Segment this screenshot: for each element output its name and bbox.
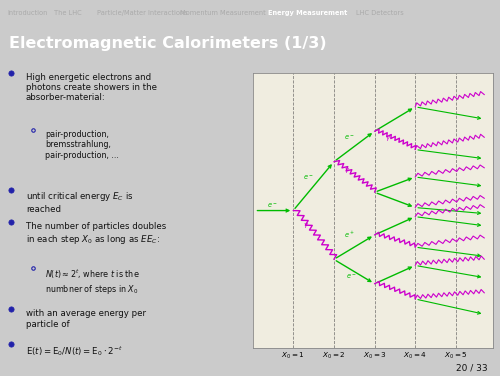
Text: $\gamma$: $\gamma$ [304,221,310,230]
Text: $e^-$: $e^-$ [304,173,314,182]
Text: until critical energy $E_C$ is
reached: until critical energy $E_C$ is reached [26,190,134,214]
Text: Introduction: Introduction [8,10,48,16]
Text: with an average energy per
particle of: with an average energy per particle of [26,309,146,329]
Text: $e^+$: $e^+$ [344,230,355,240]
Text: Particle/Matter Interactions: Particle/Matter Interactions [97,10,188,16]
Text: Electromagnetic Calorimeters (1/3): Electromagnetic Calorimeters (1/3) [9,36,326,50]
Text: $e^-$: $e^-$ [346,272,357,281]
Text: Momentum Measurement: Momentum Measurement [180,10,266,16]
Text: $\mathrm{E}(t) = \mathrm{E}_0/N(t) = \mathrm{E}_0 \cdot 2^{-t}$: $\mathrm{E}(t) = \mathrm{E}_0/N(t) = \ma… [26,344,122,358]
Text: $\gamma$: $\gamma$ [344,167,350,176]
Text: LHC Detectors: LHC Detectors [356,10,404,16]
Text: $e^-$: $e^-$ [344,133,354,143]
Text: High energetic electrons and
photons create showers in the
absorber-material:: High energetic electrons and photons cre… [26,73,157,102]
Text: pair-production,
bremsstrahlung,
pair-production, ...: pair-production, bremsstrahlung, pair-pr… [45,130,119,159]
Text: Energy Measurement: Energy Measurement [268,10,347,16]
Text: $N(t) \approx 2^t$, where $t$ is the
numbner of steps in $X_0$: $N(t) \approx 2^t$, where $t$ is the num… [45,268,140,296]
Text: 20 / 33: 20 / 33 [456,363,488,372]
Text: $e^-$: $e^-$ [266,201,278,209]
Text: $\gamma$: $\gamma$ [384,134,391,143]
Text: The number of particles doubles
in each step $X_0$ as long as $EE_C$:: The number of particles doubles in each … [26,222,166,246]
Text: The LHC: The LHC [54,10,82,16]
